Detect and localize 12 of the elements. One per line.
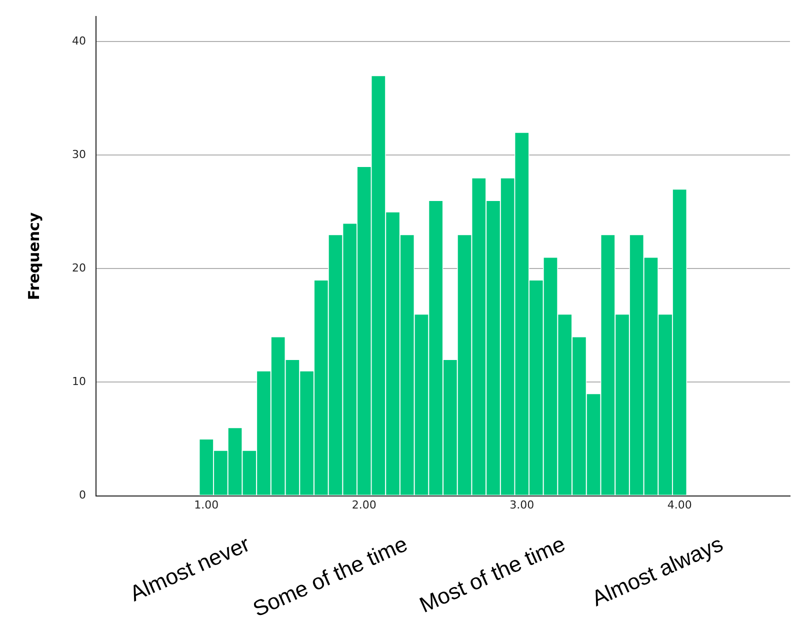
y-tick-label: 20 [72, 262, 86, 275]
y-axis-title: Frequency [24, 212, 43, 300]
text: Some of the time [249, 531, 412, 622]
x-tick-label: 4.00 [667, 498, 692, 512]
text: Most of the time [416, 531, 569, 618]
y-tick-label: 10 [72, 375, 86, 388]
y-tick-label: 40 [72, 34, 86, 48]
x-tick-label: 2.00 [352, 498, 376, 512]
x-tick-label: 1.00 [194, 498, 219, 512]
y-tick-label: 30 [72, 148, 86, 161]
x-tick-label: 3.00 [510, 498, 534, 512]
y-tick-label: 0 [78, 488, 86, 502]
